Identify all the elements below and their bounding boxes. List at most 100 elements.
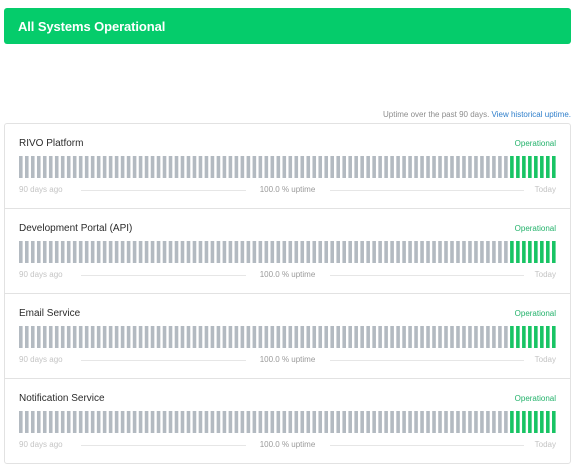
uptime-day-bar-no-data[interactable] — [252, 241, 257, 263]
uptime-day-bar-no-data[interactable] — [42, 156, 47, 178]
uptime-day-bar-no-data[interactable] — [396, 156, 400, 178]
uptime-day-bar-no-data[interactable] — [144, 241, 149, 263]
uptime-day-bar-no-data[interactable] — [210, 326, 215, 348]
uptime-day-bar-no-data[interactable] — [54, 156, 59, 178]
uptime-day-bar-no-data[interactable] — [132, 156, 137, 178]
uptime-day-bar-no-data[interactable] — [420, 241, 424, 263]
uptime-day-bar-up[interactable] — [552, 326, 556, 348]
uptime-day-bar-no-data[interactable] — [324, 411, 329, 433]
uptime-day-bar-no-data[interactable] — [360, 411, 364, 433]
uptime-day-bar-no-data[interactable] — [384, 326, 388, 348]
uptime-day-bar-no-data[interactable] — [486, 241, 490, 263]
uptime-day-bar-no-data[interactable] — [114, 241, 119, 263]
uptime-day-bar-no-data[interactable] — [30, 156, 35, 178]
uptime-day-bar-no-data[interactable] — [258, 156, 263, 178]
uptime-day-bar-no-data[interactable] — [246, 156, 251, 178]
uptime-day-bar-no-data[interactable] — [312, 241, 317, 263]
uptime-day-bar-no-data[interactable] — [216, 411, 221, 433]
uptime-day-bar-no-data[interactable] — [96, 156, 101, 178]
uptime-day-bar-no-data[interactable] — [186, 241, 191, 263]
uptime-day-bar-no-data[interactable] — [114, 326, 119, 348]
uptime-day-bar-no-data[interactable] — [210, 241, 215, 263]
uptime-day-bar-no-data[interactable] — [234, 156, 239, 178]
uptime-day-bar-no-data[interactable] — [108, 241, 113, 263]
uptime-day-bar-no-data[interactable] — [84, 241, 89, 263]
uptime-day-bar-up[interactable] — [552, 411, 556, 433]
uptime-day-bar-no-data[interactable] — [384, 411, 388, 433]
uptime-day-bar-no-data[interactable] — [408, 411, 412, 433]
uptime-day-bar-no-data[interactable] — [360, 156, 364, 178]
uptime-day-bar-no-data[interactable] — [186, 326, 191, 348]
uptime-day-bar-no-data[interactable] — [378, 411, 382, 433]
uptime-day-bar-no-data[interactable] — [84, 326, 89, 348]
uptime-day-bar-no-data[interactable] — [420, 156, 424, 178]
uptime-day-bar-no-data[interactable] — [348, 411, 352, 433]
uptime-day-bar-no-data[interactable] — [348, 241, 352, 263]
uptime-day-bar-up[interactable] — [510, 326, 514, 348]
uptime-day-bar-no-data[interactable] — [372, 411, 376, 433]
uptime-day-bar-no-data[interactable] — [264, 326, 269, 348]
uptime-day-bar-no-data[interactable] — [144, 156, 149, 178]
uptime-day-bar-no-data[interactable] — [282, 156, 287, 178]
uptime-day-bar-no-data[interactable] — [468, 241, 472, 263]
uptime-day-bar-no-data[interactable] — [66, 411, 71, 433]
uptime-day-bar-no-data[interactable] — [402, 411, 406, 433]
uptime-day-bar-up[interactable] — [534, 156, 538, 178]
uptime-day-bar-no-data[interactable] — [60, 156, 65, 178]
uptime-day-bar-no-data[interactable] — [270, 156, 275, 178]
uptime-day-bar-no-data[interactable] — [186, 411, 191, 433]
uptime-day-bar-no-data[interactable] — [102, 411, 107, 433]
uptime-day-bar-no-data[interactable] — [222, 326, 227, 348]
uptime-day-bar-no-data[interactable] — [306, 411, 311, 433]
uptime-day-bar-no-data[interactable] — [192, 411, 197, 433]
uptime-day-bar-no-data[interactable] — [498, 241, 502, 263]
uptime-day-bar-no-data[interactable] — [192, 326, 197, 348]
uptime-day-bar-no-data[interactable] — [342, 411, 346, 433]
uptime-day-bar-no-data[interactable] — [330, 241, 335, 263]
uptime-day-bar-no-data[interactable] — [168, 241, 173, 263]
uptime-day-bar-no-data[interactable] — [264, 411, 269, 433]
uptime-day-bar-no-data[interactable] — [306, 156, 311, 178]
uptime-day-bar-no-data[interactable] — [432, 411, 436, 433]
uptime-day-bar-up[interactable] — [540, 326, 544, 348]
uptime-day-bar-no-data[interactable] — [402, 241, 406, 263]
uptime-day-bar-up[interactable] — [540, 156, 544, 178]
uptime-day-bar-no-data[interactable] — [372, 326, 376, 348]
uptime-day-bar-no-data[interactable] — [36, 326, 41, 348]
uptime-day-bar-no-data[interactable] — [480, 241, 484, 263]
uptime-day-bar-no-data[interactable] — [19, 241, 23, 263]
uptime-day-bar-no-data[interactable] — [240, 241, 245, 263]
uptime-day-bar-no-data[interactable] — [126, 241, 131, 263]
uptime-day-bar-no-data[interactable] — [138, 156, 143, 178]
uptime-day-bar-up[interactable] — [552, 241, 556, 263]
uptime-day-bar-no-data[interactable] — [450, 411, 454, 433]
uptime-day-bar-no-data[interactable] — [192, 241, 197, 263]
uptime-day-bar-no-data[interactable] — [498, 411, 502, 433]
uptime-day-bar-no-data[interactable] — [30, 241, 35, 263]
uptime-day-bar-no-data[interactable] — [468, 156, 472, 178]
uptime-day-bar-no-data[interactable] — [372, 241, 376, 263]
uptime-bars[interactable] — [19, 156, 558, 178]
uptime-day-bar-no-data[interactable] — [48, 156, 53, 178]
uptime-day-bar-no-data[interactable] — [324, 326, 329, 348]
uptime-day-bar-no-data[interactable] — [432, 156, 436, 178]
uptime-day-bar-no-data[interactable] — [72, 326, 77, 348]
uptime-day-bar-no-data[interactable] — [390, 241, 394, 263]
uptime-day-bar-no-data[interactable] — [216, 241, 221, 263]
uptime-day-bar-no-data[interactable] — [90, 156, 95, 178]
uptime-day-bar-up[interactable] — [546, 411, 550, 433]
uptime-day-bar-no-data[interactable] — [300, 411, 305, 433]
uptime-day-bar-up[interactable] — [528, 411, 532, 433]
uptime-day-bar-no-data[interactable] — [354, 326, 358, 348]
uptime-day-bar-up[interactable] — [510, 156, 514, 178]
uptime-day-bar-no-data[interactable] — [60, 241, 65, 263]
uptime-day-bar-no-data[interactable] — [504, 241, 508, 263]
uptime-day-bar-no-data[interactable] — [150, 326, 155, 348]
uptime-day-bar-up[interactable] — [522, 241, 526, 263]
uptime-day-bar-no-data[interactable] — [234, 326, 239, 348]
uptime-day-bar-no-data[interactable] — [336, 156, 340, 178]
uptime-day-bar-up[interactable] — [522, 326, 526, 348]
uptime-day-bar-no-data[interactable] — [312, 156, 317, 178]
uptime-day-bar-up[interactable] — [528, 326, 532, 348]
uptime-day-bar-no-data[interactable] — [444, 326, 448, 348]
